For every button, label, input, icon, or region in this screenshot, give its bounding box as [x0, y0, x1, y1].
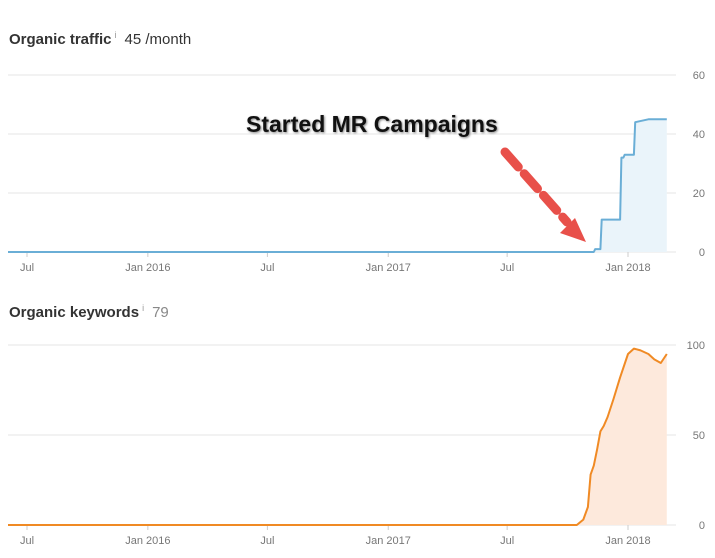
y-tick-label: 50 [693, 430, 705, 442]
x-tick-label: Jan 2016 [125, 535, 170, 545]
x-tick-label: Jan 2017 [366, 262, 411, 274]
x-tick-label: Jul [20, 535, 34, 545]
x-tick-label: Jan 2016 [125, 262, 170, 274]
series-line [8, 118, 667, 253]
organic-traffic-title: Organic traffic [9, 31, 112, 48]
x-tick-label: Jan 2018 [605, 535, 650, 545]
organic-keywords-title: Organic keywords [9, 304, 140, 321]
x-tick-label: Jul [20, 262, 34, 274]
series-area [8, 348, 667, 525]
organic-keywords-header: Organic keywords i 79 [9, 303, 169, 321]
organic-keywords-chart: 100 50 0 Jul Jan 2016 Jul Jan 2017 Jul Jan 2018 [8, 340, 705, 545]
arrow-head [560, 218, 586, 242]
organic-keywords-value: 79 [152, 304, 169, 321]
organic-traffic-header: Organic traffic i 45 /month [9, 30, 191, 48]
y-tick-label: 60 [693, 70, 705, 82]
annotation-label: Started MR Campaigns [246, 111, 498, 137]
series-line [8, 347, 668, 526]
y-tick-label: 100 [687, 340, 705, 352]
x-tick-label: Jul [260, 262, 274, 274]
organic-traffic-chart: 60 40 20 0 Jul Jan 2016 Jul Jan 2017 Jul Jan 2018 [8, 70, 705, 274]
info-icon[interactable]: i [142, 303, 145, 313]
x-tick-label: Jan 2018 [605, 262, 650, 274]
x-tick-label: Jul [260, 535, 274, 545]
y-tick-label: 0 [699, 247, 705, 259]
x-tick-label: Jul [500, 262, 514, 274]
organic-traffic-value: 45 /month [124, 31, 192, 48]
x-tick-label: Jan 2017 [366, 535, 411, 545]
arrow-shaft [500, 147, 572, 227]
y-tick-label: 40 [693, 129, 705, 141]
y-tick-label: 20 [693, 188, 705, 200]
info-icon[interactable]: i [114, 30, 117, 40]
y-tick-label: 0 [699, 520, 705, 532]
x-tick-label: Jul [500, 535, 514, 545]
